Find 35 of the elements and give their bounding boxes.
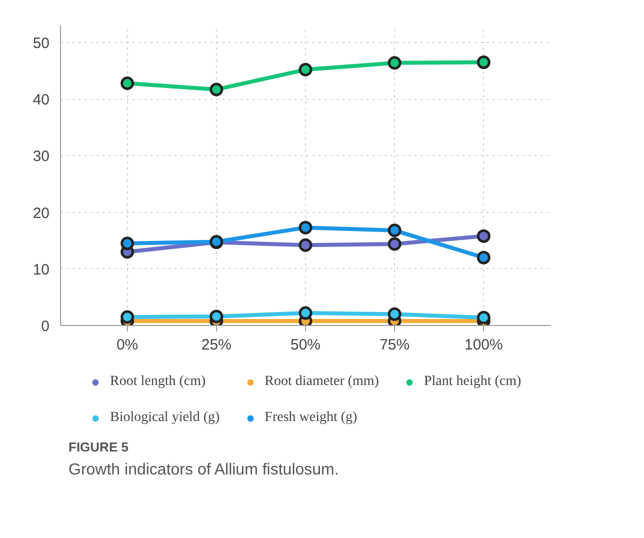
point <box>476 310 490 324</box>
point <box>388 224 402 238</box>
x-tick-label: 50% <box>290 336 321 354</box>
point <box>298 220 312 234</box>
x-tick-label: 0% <box>116 336 138 354</box>
point <box>298 238 312 252</box>
legend-label: Plant height (cm) <box>424 374 522 390</box>
legend-label: Biological yield (g) <box>110 410 220 426</box>
legend-label: Root length (cm) <box>110 374 206 390</box>
point <box>298 306 312 320</box>
point <box>476 229 490 243</box>
caption: FIGURE 5 <box>68 440 128 454</box>
point <box>388 56 402 70</box>
y-tick-label: 0 <box>41 318 50 335</box>
x-tick-label: 100% <box>464 336 503 354</box>
point <box>210 82 224 96</box>
legend-label: Root diameter (mm) <box>264 374 379 390</box>
point <box>476 56 490 70</box>
point <box>476 250 490 264</box>
y-tick-label: 50 <box>32 34 50 52</box>
point <box>388 237 402 251</box>
y-tick-label: 20 <box>32 204 50 222</box>
legend-label: Fresh weight (g) <box>264 410 358 426</box>
text: Growth indicators of Allium fistulosum. <box>68 462 339 478</box>
y-tick-label: 40 <box>32 92 50 109</box>
y-tick-label: 30 <box>32 148 50 166</box>
point <box>388 307 402 321</box>
x-tick-label: 75% <box>380 336 410 354</box>
point <box>120 236 134 250</box>
point <box>120 310 134 324</box>
y-tick-label: 10 <box>32 261 50 278</box>
point <box>210 310 224 324</box>
point <box>120 76 134 90</box>
point <box>298 62 312 76</box>
x-tick-label: 25% <box>201 336 232 354</box>
